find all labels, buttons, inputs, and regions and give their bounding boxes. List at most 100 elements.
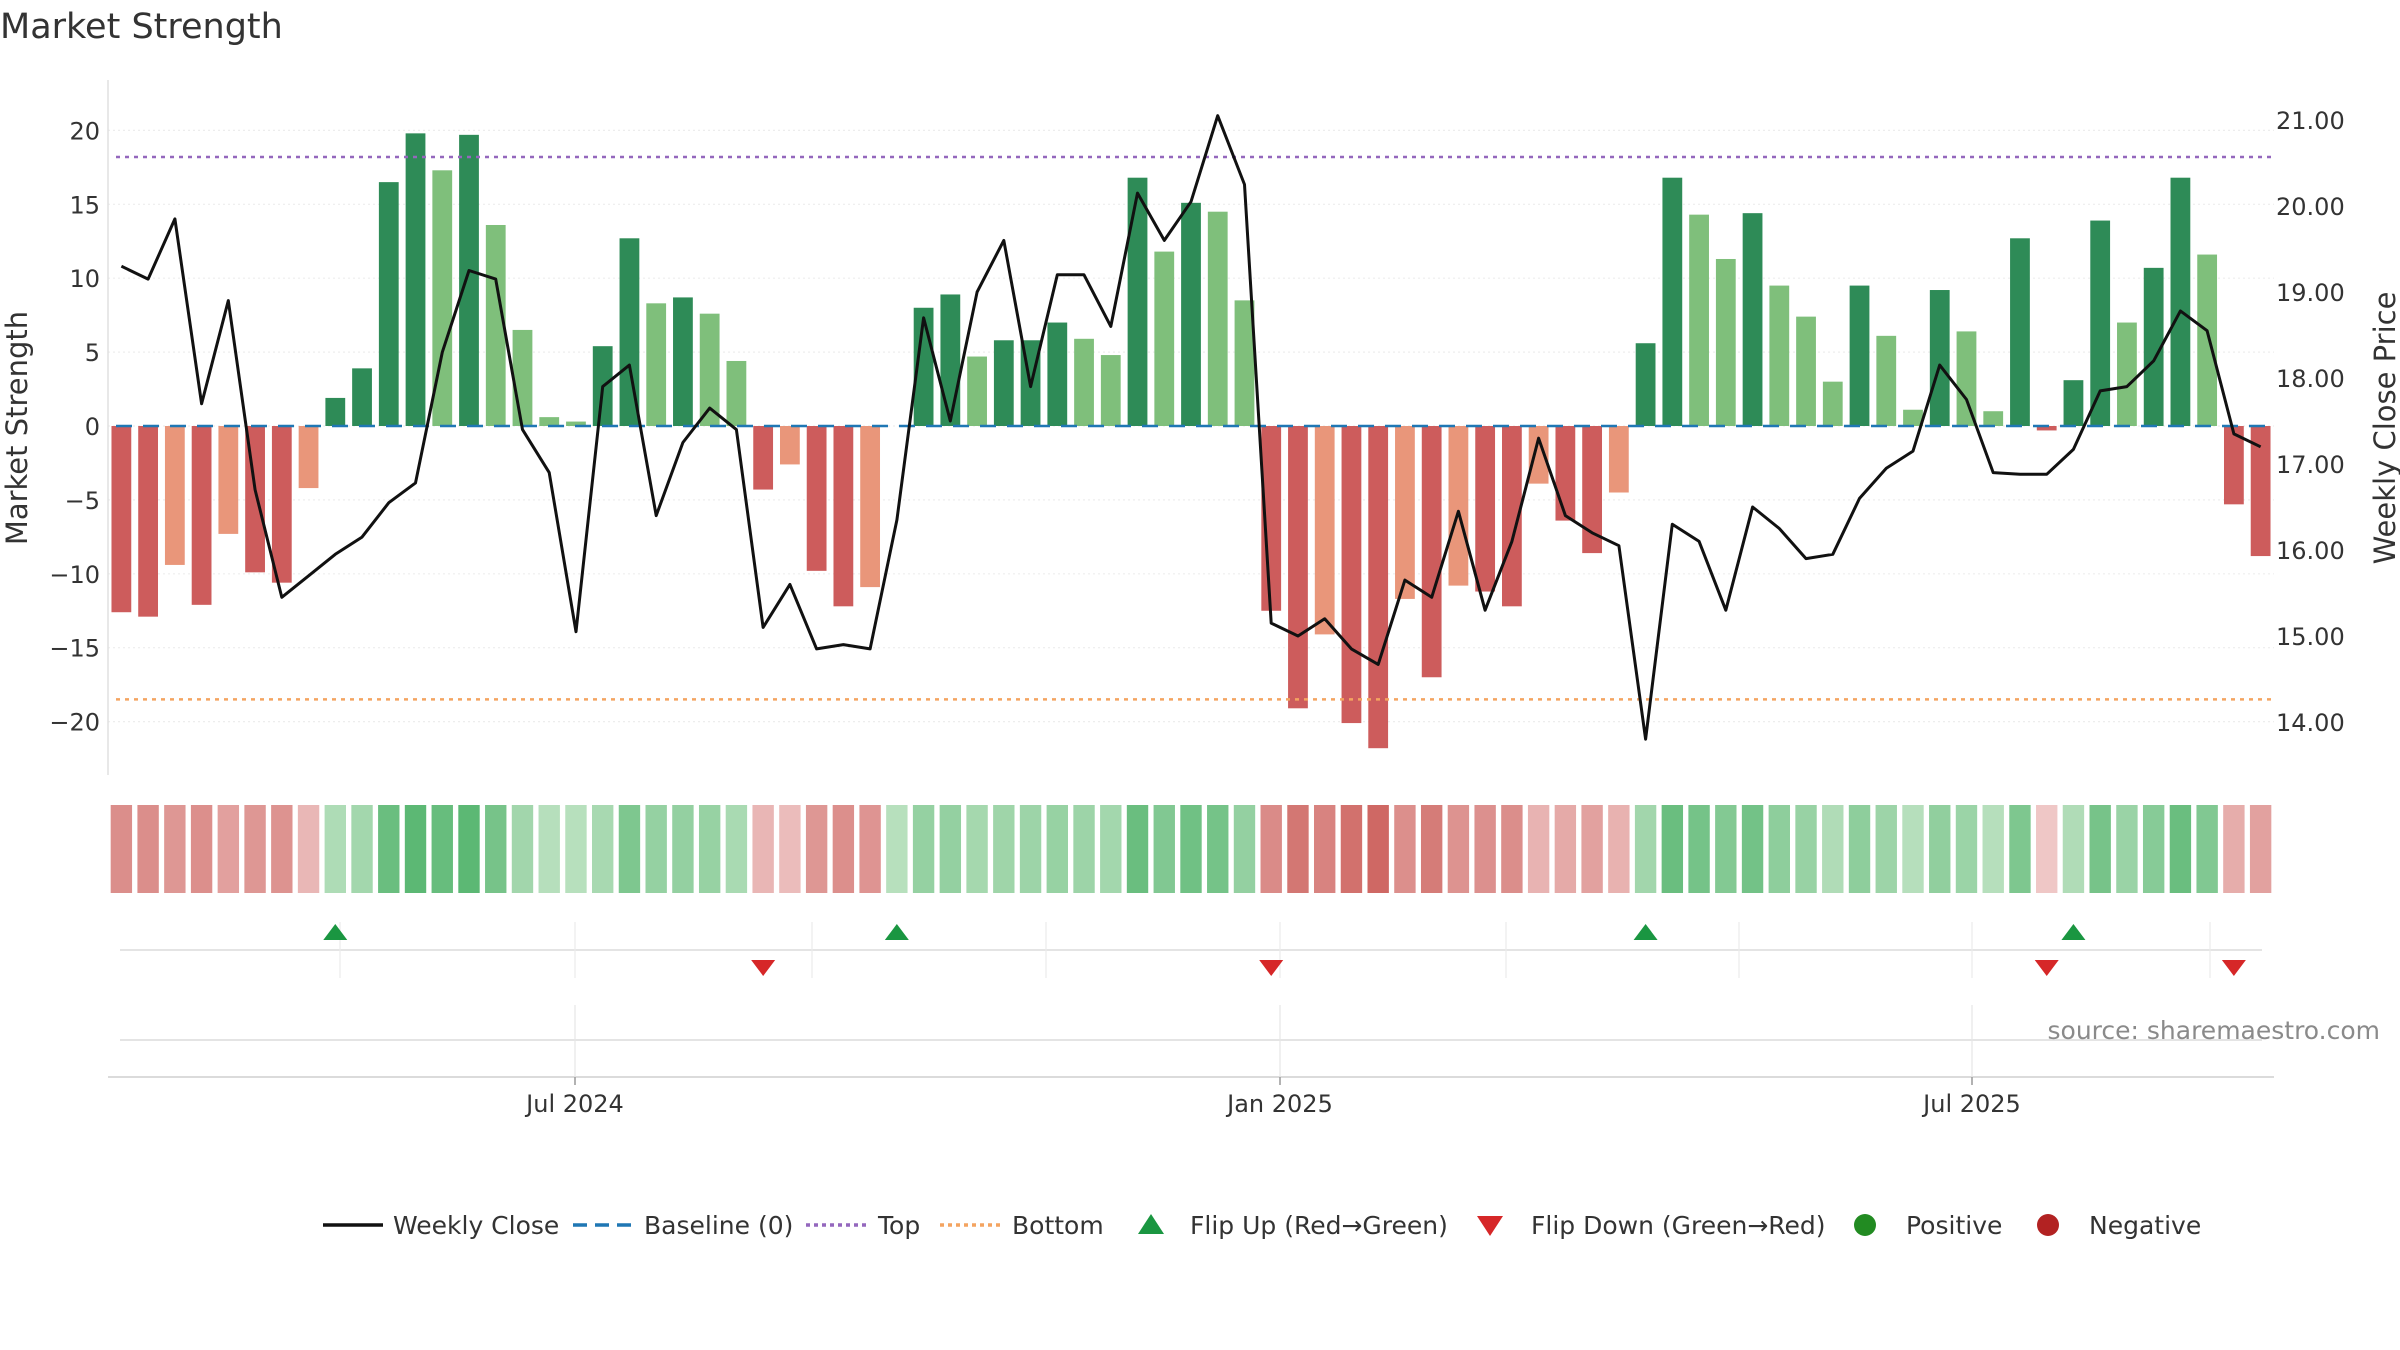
heat-band-cell [244, 805, 266, 893]
heat-band-cell [1715, 805, 1737, 893]
flip-down-marker [751, 960, 776, 976]
strength-bar [405, 133, 426, 426]
heat-band-cell [1581, 805, 1603, 893]
right-tick-label: 15.00 [2276, 623, 2345, 651]
heat-band-cell [2249, 805, 2272, 893]
legend-label: Positive [1906, 1211, 2002, 1240]
heat-band-cell [2089, 805, 2111, 893]
strength-bar [2117, 322, 2137, 426]
right-tick-label: 18.00 [2276, 365, 2345, 393]
chart-title: Market Strength [0, 7, 283, 47]
strength-bar [1368, 426, 1389, 749]
strength-bar [459, 134, 479, 427]
weekly-close-line [120, 114, 2262, 741]
heat-band-cell [378, 805, 400, 893]
strength-bar [1501, 426, 1522, 607]
strength-bar [2197, 254, 2218, 426]
left-tick-label: −20 [49, 709, 100, 737]
heat-band-cell [939, 805, 962, 893]
strength-bar [271, 426, 292, 583]
strength-bar [1983, 411, 2004, 426]
legend-label: Top [877, 1211, 920, 1240]
heat-band-cell [1474, 805, 1496, 893]
strength-bar [967, 356, 987, 426]
heat-band-cell [164, 805, 186, 893]
heat-band-cell [1340, 805, 1363, 893]
strength-bar [1715, 258, 1736, 426]
strength-bar [1903, 409, 1923, 426]
flip-up-marker [1633, 924, 1658, 940]
strength-bar [2170, 177, 2191, 426]
right-tick-label: 17.00 [2276, 451, 2345, 479]
strength-bar [753, 426, 774, 490]
strength-bar [1154, 251, 1175, 426]
heat-band-cell [324, 805, 346, 893]
strength-bar [1689, 214, 1709, 426]
strength-bar [1475, 426, 1496, 592]
right-tick-label: 20.00 [2276, 193, 2345, 221]
left-tick-label: −10 [49, 561, 100, 589]
heat-band-cell [966, 805, 988, 893]
reference-lines [116, 155, 2274, 701]
strength-bar [1608, 426, 1629, 493]
flip-down-marker [2034, 960, 2059, 976]
strength-bar [2223, 426, 2244, 505]
strength-bar [2036, 426, 2057, 431]
left-tick-label: 10 [69, 265, 100, 293]
strength-bar [1314, 426, 1335, 635]
left-y-axis-ticks: 20 15 10 5 0 −5 −10 −15 −20 [49, 117, 100, 736]
strength-bar [1582, 426, 1603, 554]
heat-band-cell [993, 805, 1015, 893]
heat-band-cell [2116, 805, 2138, 893]
strength-bar [539, 417, 560, 426]
heat-band-cell [672, 805, 694, 893]
x-tick-label: Jul 2024 [524, 1090, 624, 1118]
heat-band-cell [859, 805, 881, 893]
flip-up-marker [323, 924, 348, 940]
heat-band-cell [1260, 805, 1282, 893]
heat-band-cell [1126, 805, 1149, 893]
heat-band-cell [511, 805, 534, 893]
strength-bar [111, 426, 132, 613]
legend-label: Weekly Close [393, 1211, 559, 1240]
heat-band-cell [2142, 805, 2165, 893]
heat-band-cell [1287, 805, 1309, 893]
strength-bar [726, 360, 747, 426]
strength-bar [1956, 331, 1977, 426]
heat-band-cell [538, 805, 560, 893]
heat-band-cell [190, 805, 213, 893]
heat-band-cell [1180, 805, 1202, 893]
right-tick-label: 16.00 [2276, 537, 2345, 565]
left-tick-label: 5 [85, 339, 100, 367]
legend-label: Bottom [1012, 1211, 1104, 1240]
heat-band-cell [592, 805, 614, 893]
heat-band-cell [217, 805, 240, 893]
heat-band-cell [1902, 805, 1924, 893]
legend: Weekly Close Baseline (0) Top Bottom Flip Up… [323, 1211, 2201, 1240]
strength-bar [1288, 426, 1308, 709]
left-tick-label: 15 [69, 191, 100, 219]
strength-bar [218, 426, 239, 534]
strength-bar [164, 426, 185, 565]
strength-bar [833, 426, 854, 607]
heat-band-cell [2169, 805, 2192, 893]
heat-band-cell [110, 805, 133, 893]
strength-bar [1528, 426, 1549, 484]
strength-bar [1181, 202, 1201, 426]
heat-band-cell [1100, 805, 1122, 893]
strength-bar [1421, 426, 1442, 678]
legend-swatch [1138, 1214, 1164, 1234]
heat-band-cell [485, 805, 507, 893]
heat-band-cell [1019, 805, 1042, 893]
heat-band-cell [912, 805, 935, 893]
strength-bar [191, 426, 212, 605]
strength-bar [619, 238, 640, 426]
heat-band-cell [1367, 805, 1389, 893]
x-tick-label: Jan 2025 [1225, 1090, 1333, 1118]
flip-markers-panel [120, 922, 2262, 978]
strength-bar [352, 368, 372, 426]
heat-band-cell [1634, 805, 1657, 893]
strength-bar [1555, 426, 1576, 521]
heat-band-cell [1982, 805, 2004, 893]
